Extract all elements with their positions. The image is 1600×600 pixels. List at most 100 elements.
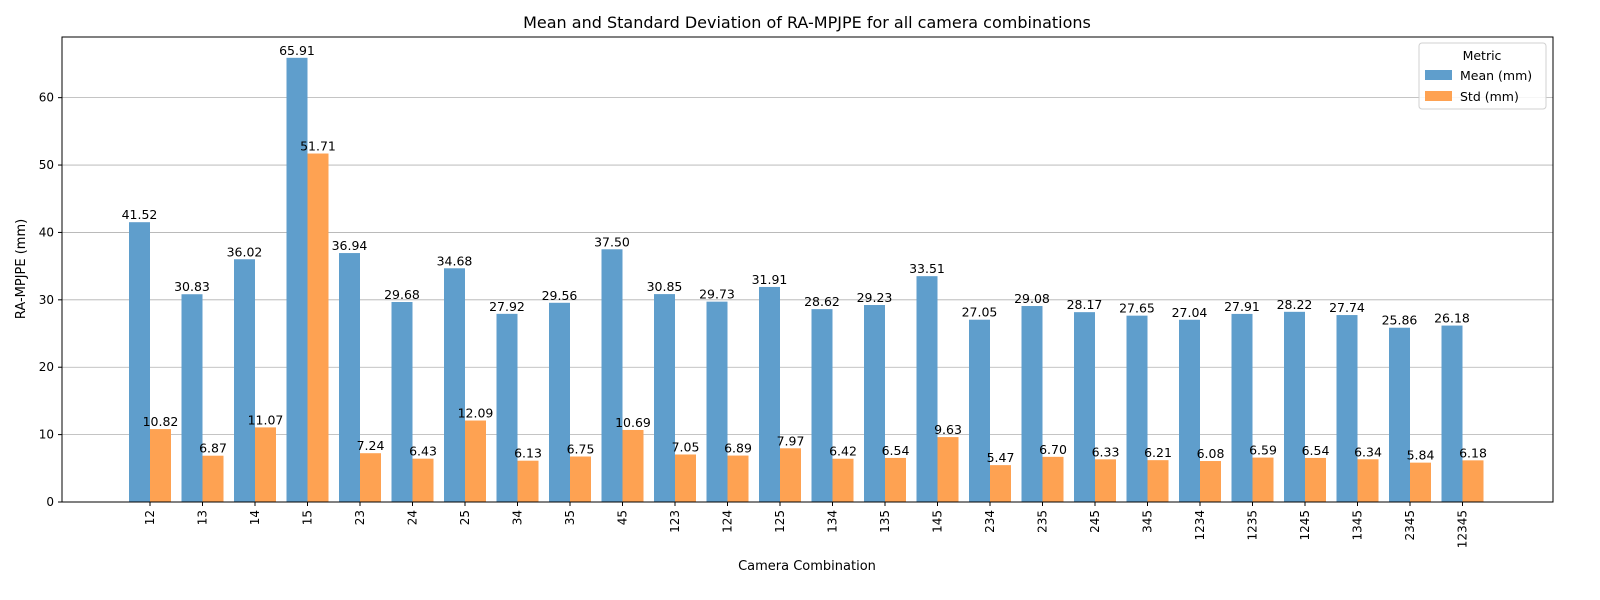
- bar-mean-1235: [1231, 313, 1253, 502]
- bar-label-mean-13: 30.83: [174, 279, 210, 294]
- bar-mean-125: [759, 286, 780, 502]
- bar-std-12345: [1462, 460, 1484, 502]
- legend-swatch-mean: [1425, 70, 1452, 80]
- bar-label-mean-235: 29.08: [1014, 291, 1050, 306]
- bar-label-std-1234: 6.08: [1197, 446, 1225, 461]
- bar-label-std-245: 6.33: [1092, 444, 1120, 459]
- chart-title: Mean and Standard Deviation of RA-MPJPE …: [523, 13, 1091, 32]
- bar-std-35: [570, 456, 591, 502]
- gridlines: [62, 97, 1553, 436]
- bar-label-mean-125: 31.91: [752, 272, 788, 287]
- bar-label-std-34: 6.13: [514, 446, 542, 461]
- bar-label-std-2345: 5.84: [1407, 448, 1435, 463]
- legend-title: Metric: [1463, 48, 1502, 63]
- y-tick-label: 50: [39, 158, 54, 172]
- bar-label-std-345: 6.21: [1144, 445, 1172, 460]
- bar-label-mean-123: 30.85: [647, 279, 683, 294]
- bar-mean-1345: [1336, 315, 1358, 502]
- bar-mean-34: [496, 313, 518, 502]
- bar-label-mean-23: 36.94: [332, 238, 368, 253]
- bar-label-std-1245: 6.54: [1302, 443, 1330, 458]
- bar-std-25: [465, 420, 486, 502]
- x-tick-label: 234: [983, 510, 997, 533]
- bar-mean-14: [234, 259, 255, 502]
- bar-mean-15: [286, 57, 308, 502]
- x-tick-label: 1245: [1298, 510, 1312, 541]
- bar-label-std-125: 7.97: [777, 433, 805, 448]
- legend-swatch-std: [1425, 91, 1452, 101]
- bar-label-std-234: 5.47: [987, 450, 1015, 465]
- bar-label-mean-234: 27.05: [962, 305, 998, 320]
- x-tick-label: 35: [563, 510, 577, 525]
- bar-std-124: [727, 455, 749, 502]
- y-tick-label: 20: [39, 360, 54, 374]
- y-axis-label: RA-MPJPE (mm): [14, 219, 29, 319]
- bar-std-1235: [1252, 457, 1274, 502]
- bar-label-std-25: 12.09: [458, 406, 494, 421]
- bar-mean-134: [811, 309, 833, 502]
- bar-mean-45: [601, 249, 623, 502]
- x-tick-label: 25: [458, 510, 472, 525]
- bar-label-std-123: 7.05: [672, 439, 700, 454]
- bar-label-mean-1234: 27.04: [1172, 305, 1208, 320]
- bar-std-45: [622, 429, 644, 502]
- x-tick-label: 14: [248, 510, 262, 525]
- x-tick-label: 1235: [1246, 510, 1260, 541]
- y-tick-label: 60: [39, 91, 54, 105]
- bar-label-std-1235: 6.59: [1249, 443, 1277, 458]
- bar-label-mean-145: 33.51: [909, 261, 945, 276]
- bar-label-std-12345: 6.18: [1459, 445, 1487, 460]
- bar-mean-12345: [1441, 325, 1463, 502]
- bar-mean-25: [444, 268, 465, 502]
- x-tick-label: 34: [511, 510, 525, 525]
- bar-label-std-13: 6.87: [199, 441, 227, 456]
- bar-std-145: [937, 437, 959, 502]
- x-tick-label: 1234: [1193, 510, 1207, 541]
- x-tick-label: 124: [721, 510, 735, 533]
- bar-label-std-12: 10.82: [143, 414, 179, 429]
- x-tick-label: 1345: [1351, 510, 1365, 541]
- bar-mean-13: [181, 294, 203, 502]
- bar-mean-35: [549, 302, 570, 502]
- x-axis-label: Camera Combination: [738, 559, 876, 574]
- bar-label-mean-1245: 28.22: [1277, 297, 1313, 312]
- x-tick-label: 13: [196, 510, 210, 525]
- bar-label-mean-1345: 27.74: [1329, 300, 1365, 315]
- y-axis-ticks: 0 10 20 30 40 50 60: [39, 91, 62, 509]
- bar-label-std-15: 51.71: [300, 139, 336, 154]
- bar-std-1345: [1357, 459, 1379, 502]
- bar-std-24: [412, 458, 434, 502]
- bar-mean-123: [654, 294, 675, 502]
- bar-std-15: [307, 153, 329, 502]
- bars: [129, 57, 1484, 503]
- bar-std-235: [1042, 456, 1064, 502]
- y-tick-label: 30: [39, 293, 54, 307]
- bar-label-mean-12345: 26.18: [1434, 311, 1470, 326]
- bar-label-std-134: 6.42: [829, 444, 857, 459]
- bar-label-mean-245: 28.17: [1067, 297, 1103, 312]
- x-tick-label: 345: [1141, 510, 1155, 533]
- bar-label-mean-135: 29.23: [857, 290, 893, 305]
- x-tick-label: 15: [301, 510, 315, 525]
- bar-label-mean-345: 27.65: [1119, 301, 1155, 316]
- bar-std-34: [517, 460, 539, 502]
- bar-mean-145: [916, 276, 938, 502]
- bar-std-14: [255, 427, 276, 502]
- bar-label-mean-24: 29.68: [384, 287, 420, 302]
- x-tick-label: 12: [143, 510, 157, 525]
- legend-label-std: Std (mm): [1460, 89, 1519, 104]
- bar-label-std-135: 6.54: [882, 443, 910, 458]
- bar-label-std-235: 6.70: [1039, 442, 1067, 457]
- bar-mean-1234: [1179, 319, 1200, 502]
- bar-label-mean-134: 28.62: [804, 294, 840, 309]
- bar-mean-12: [129, 222, 150, 503]
- x-tick-label: 123: [668, 510, 682, 533]
- bar-label-mean-14: 36.02: [227, 244, 263, 259]
- x-tick-label: 125: [773, 510, 787, 533]
- bar-label-std-124: 6.89: [724, 441, 752, 456]
- x-tick-label: 2345: [1403, 510, 1417, 541]
- bar-std-134: [832, 458, 854, 502]
- bar-mean-1245: [1284, 311, 1305, 502]
- bar-mean-135: [864, 305, 885, 502]
